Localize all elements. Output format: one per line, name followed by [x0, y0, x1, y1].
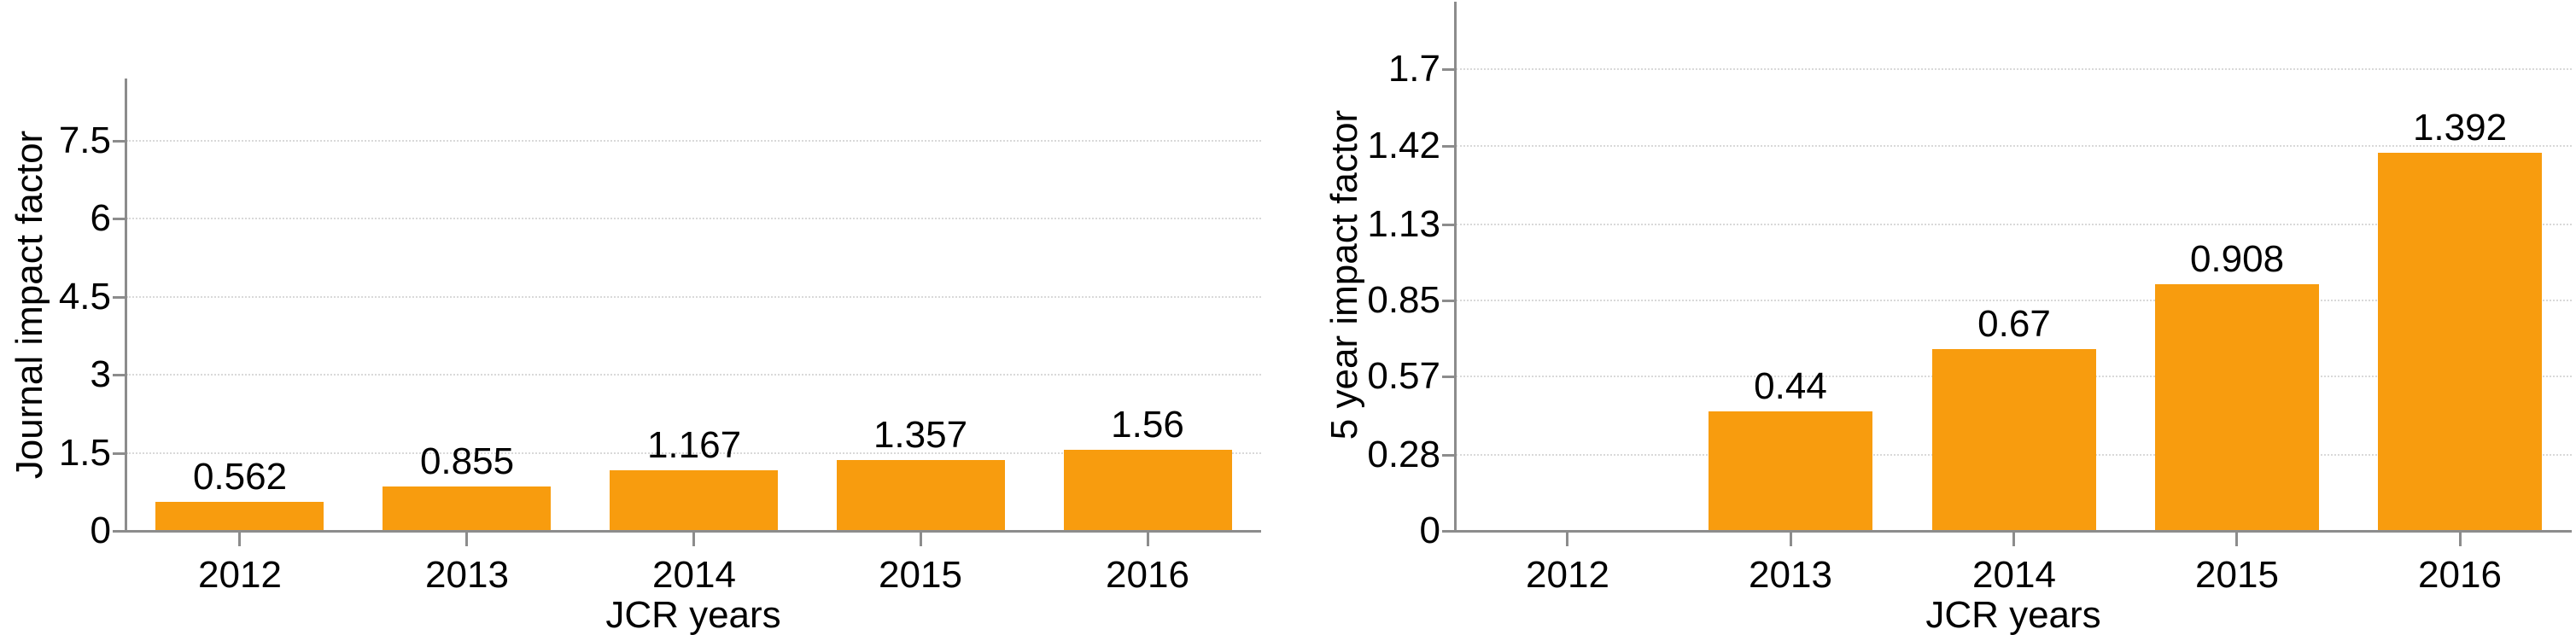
gridline: [1456, 223, 2572, 225]
x-tick-label-2016: 2016: [2418, 554, 2502, 596]
y-tick-label: 0: [90, 510, 111, 551]
gridline: [126, 451, 1261, 454]
y-tick: [1442, 453, 1456, 457]
bar-value-label: 0.855: [419, 440, 515, 482]
bar-2013: [1709, 411, 1872, 531]
bar-value-label: 1.392: [2412, 107, 2508, 149]
x-tick-label-2014: 2014: [1972, 554, 2056, 596]
bar-2015: [837, 460, 1005, 531]
y-tick-label: 7.5: [58, 119, 111, 161]
y-tick: [113, 218, 126, 221]
bar-value-label: 1.167: [646, 424, 742, 466]
x-tick-label-2016: 2016: [1106, 554, 1189, 596]
y-axis-line: [125, 79, 127, 531]
y-tick-label: 1.7: [1387, 48, 1440, 90]
y-tick: [1442, 223, 1456, 226]
y-tick: [113, 530, 126, 533]
x-tick: [2459, 533, 2462, 546]
y-tick-label: 0: [1419, 510, 1440, 551]
x-tick-label-2012: 2012: [1526, 554, 1609, 596]
bar-2013: [383, 486, 551, 531]
x-axis-title: JCR years: [605, 594, 781, 635]
y-tick-label: 0.57: [1367, 355, 1440, 397]
bar-value-label: 0.908: [2189, 238, 2285, 280]
y-tick: [113, 295, 126, 299]
bar-value-label: 1.56: [1111, 404, 1184, 446]
y-tick: [1442, 144, 1456, 148]
gridline: [126, 374, 1261, 376]
x-tick-label-2015: 2015: [879, 554, 962, 596]
gridline: [126, 295, 1261, 298]
y-tick-label: 4.5: [58, 276, 111, 318]
gridline: [1456, 68, 2572, 71]
x-tick-label-2013: 2013: [425, 554, 509, 596]
gridline: [126, 140, 1261, 143]
x-tick-label-2012: 2012: [198, 554, 282, 596]
x-axis-line: [1454, 530, 2572, 533]
x-axis-title: JCR years: [1925, 594, 2101, 635]
gridline: [126, 218, 1261, 220]
y-tick-label: 0.28: [1367, 434, 1440, 475]
x-tick-label-2014: 2014: [652, 554, 736, 596]
y-tick-label: 3: [90, 353, 111, 395]
x-tick-label-2015: 2015: [2195, 554, 2279, 596]
bar-value-label: 0.67: [1977, 303, 2051, 345]
bar-2016: [2378, 153, 2542, 531]
x-tick-label-2013: 2013: [1749, 554, 1832, 596]
y-tick-label: 0.85: [1367, 279, 1440, 321]
bar-2014: [1932, 349, 2096, 531]
x-tick: [2235, 533, 2238, 546]
y-tick: [1442, 375, 1456, 378]
x-tick: [238, 533, 241, 546]
y-axis-line: [1454, 2, 1457, 531]
x-tick: [920, 533, 922, 546]
gridline: [1456, 144, 2572, 147]
y-tick: [113, 451, 126, 455]
y-tick-label: 1.13: [1367, 203, 1440, 245]
y-tick-label: 1.5: [58, 432, 111, 474]
x-tick: [692, 533, 695, 546]
x-tick: [465, 533, 468, 546]
bar-2016: [1064, 450, 1232, 531]
bar-2015: [2155, 284, 2319, 531]
y-tick: [1442, 299, 1456, 302]
y-tick: [113, 140, 126, 143]
bar-value-label: 1.357: [873, 414, 968, 456]
x-tick: [1790, 533, 1792, 546]
bar-2012: [155, 502, 324, 531]
x-tick: [2012, 533, 2015, 546]
y-tick: [1442, 530, 1456, 533]
y-tick: [1442, 68, 1456, 72]
y-tick-label: 6: [90, 197, 111, 239]
x-tick: [1566, 533, 1568, 546]
y-tick-label: 1.42: [1367, 125, 1440, 166]
bar-value-label: 0.44: [1754, 365, 1827, 407]
bar-2014: [610, 470, 778, 531]
bar-value-label: 0.562: [192, 456, 288, 498]
y-tick: [113, 374, 126, 377]
gridline: [1456, 299, 2572, 301]
x-axis-line: [125, 530, 1261, 533]
x-tick: [1147, 533, 1149, 546]
